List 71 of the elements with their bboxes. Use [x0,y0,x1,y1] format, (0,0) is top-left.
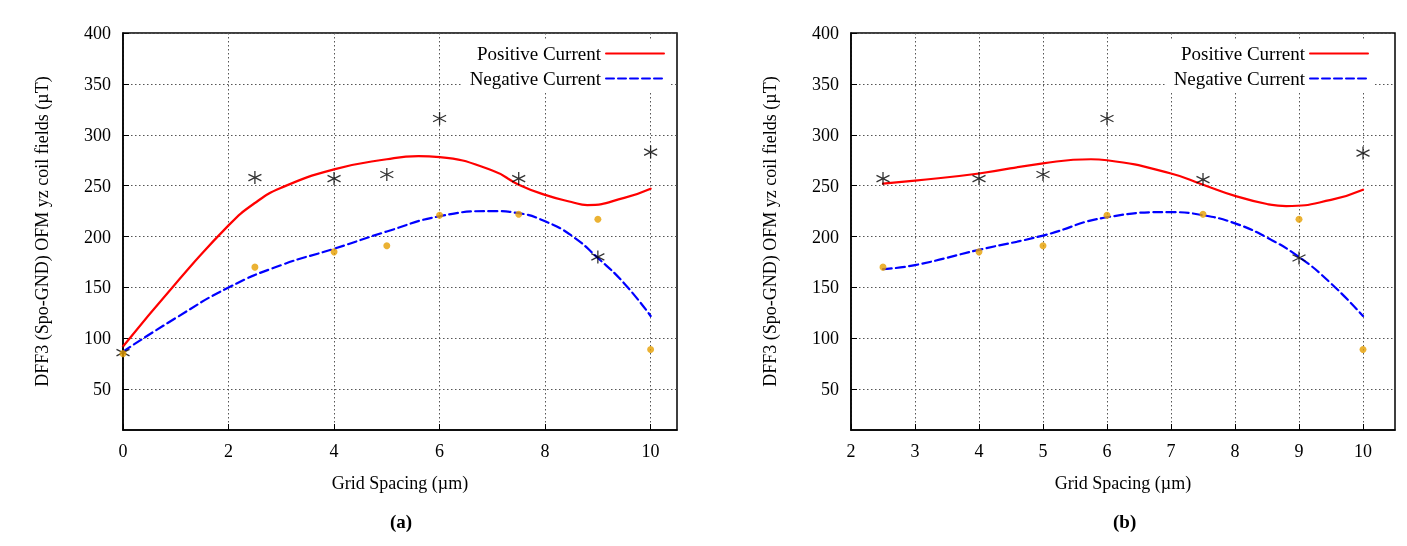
x-tick-label: 3 [910,441,920,461]
point [1291,250,1307,266]
x-tick-label: 4 [974,441,984,461]
point [511,171,526,186]
point [326,171,342,186]
x-tick-label: 0 [118,441,128,461]
y-tick-label: 150 [812,277,839,298]
point [436,211,444,219]
point [1099,111,1115,126]
point [379,167,394,182]
x-tick-label: 10 [641,441,660,461]
y-tick-label: 350 [84,73,111,94]
point [251,263,259,271]
legend-label: Positive Current [476,43,602,64]
x-tick-label: 7 [1166,441,1176,461]
point [330,248,338,256]
point [1355,145,1371,161]
point [1035,167,1051,182]
y-tick-label: 200 [84,226,111,247]
y-tick-label: 100 [812,328,839,349]
text: (b) [1113,511,1137,533]
text: (a) [390,511,413,533]
point [875,171,891,186]
point [383,242,391,250]
point [115,345,131,360]
y-tick-label: 50 [93,379,111,400]
point [590,249,606,265]
y-tick-label: 250 [812,175,839,196]
x-tick-label: 2 [224,441,234,461]
x-tick-label: 4 [329,441,339,461]
y-axis-title: DFF3 (Spo-GND) OFM yz coil fields (µT) [32,76,53,387]
point [1039,242,1047,250]
line-series [121,155,652,348]
y-tick-label: 150 [84,277,111,298]
x-tick-label: 5 [1038,441,1048,461]
point [1103,211,1111,219]
legend-label: Positive Current [1180,43,1306,64]
y-tick-label: 250 [84,175,111,196]
y-tick-label: 50 [821,379,839,400]
x-tick-label: 6 [1102,441,1112,461]
y-tick-label: 400 [812,23,839,43]
point [1199,210,1207,218]
line-series [881,158,1365,208]
point [1295,215,1303,223]
legend-label: Negative Current [1173,68,1306,89]
point [119,350,127,358]
y-tick-label: 350 [812,73,839,94]
point [1195,172,1211,187]
x-tick-label: 2 [846,441,856,461]
y-axis-title: DFF3 (Spo-GND) OFM yz coil fields (µT) [760,76,781,387]
point [594,215,602,223]
y-tick-label: 300 [812,124,839,145]
y-tick-label: 100 [84,328,111,349]
point [647,346,655,354]
point [515,210,523,218]
x-tick-label: 8 [1230,441,1240,461]
y-tick-label: 200 [812,226,839,247]
x-axis-title: Grid Spacing (µm) [1054,473,1192,494]
x-tick-label: 8 [540,441,550,461]
x-tick-label: 9 [1294,441,1304,461]
point [643,144,658,160]
y-tick-label: 300 [84,124,111,145]
point [1359,346,1367,354]
legend-label: Negative Current [469,68,602,89]
x-axis-title: Grid Spacing (µm) [331,473,469,494]
point [432,111,447,126]
point [247,170,263,185]
point [971,171,987,186]
x-tick-label: 6 [435,441,445,461]
x-tick-label: 10 [1354,441,1372,461]
y-tick-label: 400 [84,23,111,43]
